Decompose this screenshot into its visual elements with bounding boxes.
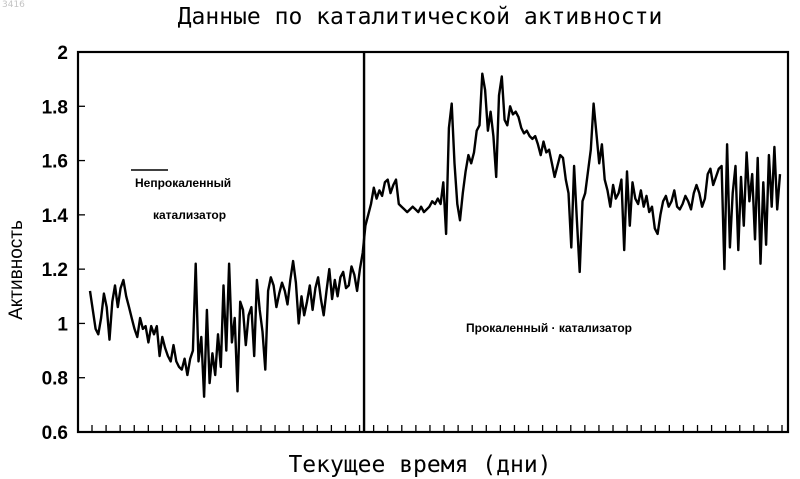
y-tick-label: 1.6 bbox=[42, 152, 68, 173]
x-axis bbox=[91, 425, 783, 432]
activity-series-line bbox=[88, 72, 782, 398]
chart-title: Данные по каталитической активности bbox=[178, 4, 663, 30]
y-tick-label: 1.2 bbox=[42, 260, 68, 281]
y-tick-label: 2 bbox=[57, 43, 68, 64]
y-tick-label: 1.4 bbox=[42, 206, 69, 227]
corner-tag: 3416 bbox=[2, 0, 25, 10]
annotation-uncalcined-line1: Непрокаленный bbox=[135, 176, 231, 190]
x-axis-label: Текущее время (дни) bbox=[288, 452, 551, 478]
y-axis-label: Активность bbox=[6, 220, 27, 320]
plot-frame bbox=[76, 50, 790, 434]
y-tick-label: 1.8 bbox=[42, 97, 68, 118]
y-axis: 0.6 0.8 1 1.2 1.4 1.6 1.8 2 bbox=[42, 43, 85, 444]
y-tick-label: 0.8 bbox=[42, 369, 68, 390]
annotation-calcined: Прокаленный · катализатор bbox=[466, 321, 632, 335]
y-tick-label: 1 bbox=[57, 314, 68, 335]
y-tick-label: 0.6 bbox=[42, 423, 68, 444]
annotation-uncalcined-line2: катализатор bbox=[153, 208, 226, 222]
